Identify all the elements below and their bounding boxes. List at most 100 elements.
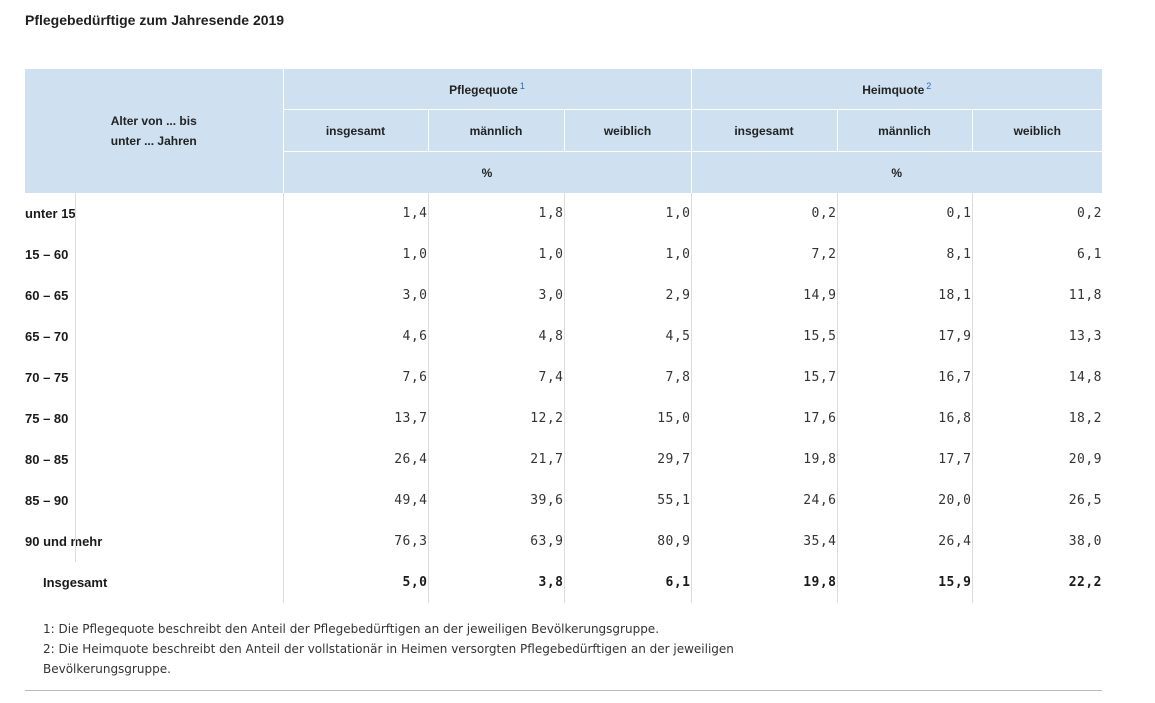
value-cell: 18,2 [1068, 411, 1103, 426]
value-cell: 20,9 [1068, 452, 1103, 467]
value-cell: 55,1 [564, 480, 692, 521]
row-label: 60 – 65 [25, 288, 69, 303]
indent-line [75, 480, 76, 521]
value-cell: 5,0 [283, 562, 429, 603]
page-title: Pflegebedürftige zum Jahresende 2019 [25, 12, 285, 28]
value-cell: 4,6 [283, 316, 429, 357]
value-cell: 1,0 [428, 234, 565, 275]
value-cell: 15,9 [837, 562, 973, 603]
row-label-cell: 65 – 70 [25, 316, 284, 357]
row-label: 80 – 85 [25, 452, 69, 467]
indent-line [75, 357, 76, 398]
value-cell: 7,2 [691, 234, 838, 275]
row-label-header: Alter von ... bis unter ... Jahren [25, 69, 284, 193]
value-cell: 13,3 [1068, 329, 1103, 344]
value-cell: 26,4 [283, 439, 429, 480]
data-table: Alter von ... bis unter ... Jahren Pfleg… [25, 69, 1103, 603]
row-label-cell: Insgesamt [25, 562, 284, 603]
value-cell: 3,8 [428, 562, 565, 603]
value-cell: 29,7 [564, 439, 692, 480]
table-row: 60 – 65 3,0 3,0 2,9 14,9 18,1 11,8 [25, 275, 1102, 316]
row-label-line1: Alter von ... bis [110, 114, 197, 128]
value-cell: 19,8 [691, 439, 838, 480]
row-label-cell: 90 und mehr [25, 521, 284, 562]
value-cell: 63,9 [428, 521, 565, 562]
footnote-link-2[interactable]: 2 [926, 81, 932, 91]
column-header-maennlich: männlich [428, 109, 565, 152]
footnote-2: 2: Die Heimquote beschreibt den Anteil d… [43, 642, 734, 676]
value-cell: 24,6 [691, 480, 838, 521]
row-label: 70 – 75 [25, 370, 69, 385]
column-header-weiblich: weiblich [564, 109, 692, 152]
column-header-maennlich: männlich [837, 109, 973, 152]
row-label: 75 – 80 [25, 411, 69, 426]
indent-line [75, 316, 76, 357]
value-cell: 14,8 [1068, 370, 1103, 385]
table-row: 70 – 75 7,6 7,4 7,8 15,7 16,7 14,8 [25, 357, 1102, 398]
value-cell: 6,1 [1077, 247, 1103, 262]
table-row: 90 und mehr 76,3 63,9 80,9 35,4 26,4 38,0 [25, 521, 1102, 562]
indent-line [75, 234, 76, 275]
table-header: Alter von ... bis unter ... Jahren Pfleg… [25, 69, 1103, 193]
table-row: 85 – 90 49,4 39,6 55,1 24,6 20,0 26,5 [25, 480, 1102, 521]
value-cell: 15,0 [564, 398, 692, 439]
row-label: unter 15 [25, 206, 76, 221]
value-cell: 17,6 [691, 398, 838, 439]
value-cell: 13,7 [283, 398, 429, 439]
unit-label: % [691, 151, 1103, 193]
value-cell: 1,0 [283, 234, 429, 275]
group-header-label: Heimquote [862, 83, 925, 97]
value-cell: 76,3 [283, 521, 429, 562]
row-label-cell: 60 – 65 [25, 275, 284, 316]
value-cell: 6,1 [564, 562, 692, 603]
value-cell: 19,8 [691, 562, 838, 603]
group-header-label: Pflegequote [449, 83, 518, 97]
divider [25, 690, 1102, 691]
value-cell: 7,4 [428, 357, 565, 398]
row-label-cell: unter 15 [25, 193, 284, 234]
footnotes: 1: Die Pflegequote beschreibt den Anteil… [43, 619, 743, 679]
table-row: 15 – 60 1,0 1,0 1,0 7,2 8,1 6,1 [25, 234, 1102, 275]
row-label-line2: unter ... Jahren [110, 134, 197, 148]
value-cell: 35,4 [691, 521, 838, 562]
value-cell: 26,5 [1068, 493, 1103, 508]
column-header-weiblich: weiblich [972, 109, 1103, 152]
row-label-cell: 80 – 85 [25, 439, 284, 480]
value-cell: 0,2 [1077, 206, 1103, 221]
group-header-heimquote: Heimquote 2 [691, 69, 1103, 110]
unit-label: % [283, 151, 692, 193]
value-cell: 38,0 [1068, 534, 1103, 549]
row-label: 15 – 60 [25, 247, 69, 262]
value-cell: 18,1 [837, 275, 973, 316]
value-cell: 17,9 [837, 316, 973, 357]
indent-line [75, 275, 76, 316]
group-header-pflegequote: Pflegequote 1 [283, 69, 692, 110]
table-body: unter 15 1,4 1,8 1,0 0,2 0,1 0,2 15 – 60 1,0 1,0 1… [25, 193, 1102, 603]
value-cell: 49,4 [283, 480, 429, 521]
value-cell: 8,1 [837, 234, 973, 275]
value-cell: 0,1 [837, 193, 973, 234]
table-row-total: Insgesamt 5,0 3,8 6,1 19,8 15,9 22,2 [25, 562, 1102, 603]
value-cell: 3,0 [283, 275, 429, 316]
value-cell: 0,2 [691, 193, 838, 234]
column-header-insgesamt: insgesamt [283, 109, 429, 152]
row-label: 65 – 70 [25, 329, 69, 344]
footnote-link-1[interactable]: 1 [519, 81, 525, 91]
value-cell: 15,5 [691, 316, 838, 357]
value-cell: 1,4 [283, 193, 429, 234]
value-cell: 7,8 [564, 357, 692, 398]
indent-line [75, 193, 76, 234]
value-cell: 12,2 [428, 398, 565, 439]
row-label: 90 und mehr [25, 534, 103, 549]
value-cell: 21,7 [428, 439, 565, 480]
value-cell: 26,4 [837, 521, 973, 562]
table-row: 75 – 80 13,7 12,2 15,0 17,6 16,8 18,2 [25, 398, 1102, 439]
value-cell: 14,9 [691, 275, 838, 316]
column-header-insgesamt: insgesamt [691, 109, 838, 152]
indent-line [75, 439, 76, 480]
row-label: 85 – 90 [25, 493, 69, 508]
value-cell: 16,7 [837, 357, 973, 398]
value-cell: 4,5 [564, 316, 692, 357]
value-cell: 15,7 [691, 357, 838, 398]
table-row: unter 15 1,4 1,8 1,0 0,2 0,1 0,2 [25, 193, 1102, 234]
